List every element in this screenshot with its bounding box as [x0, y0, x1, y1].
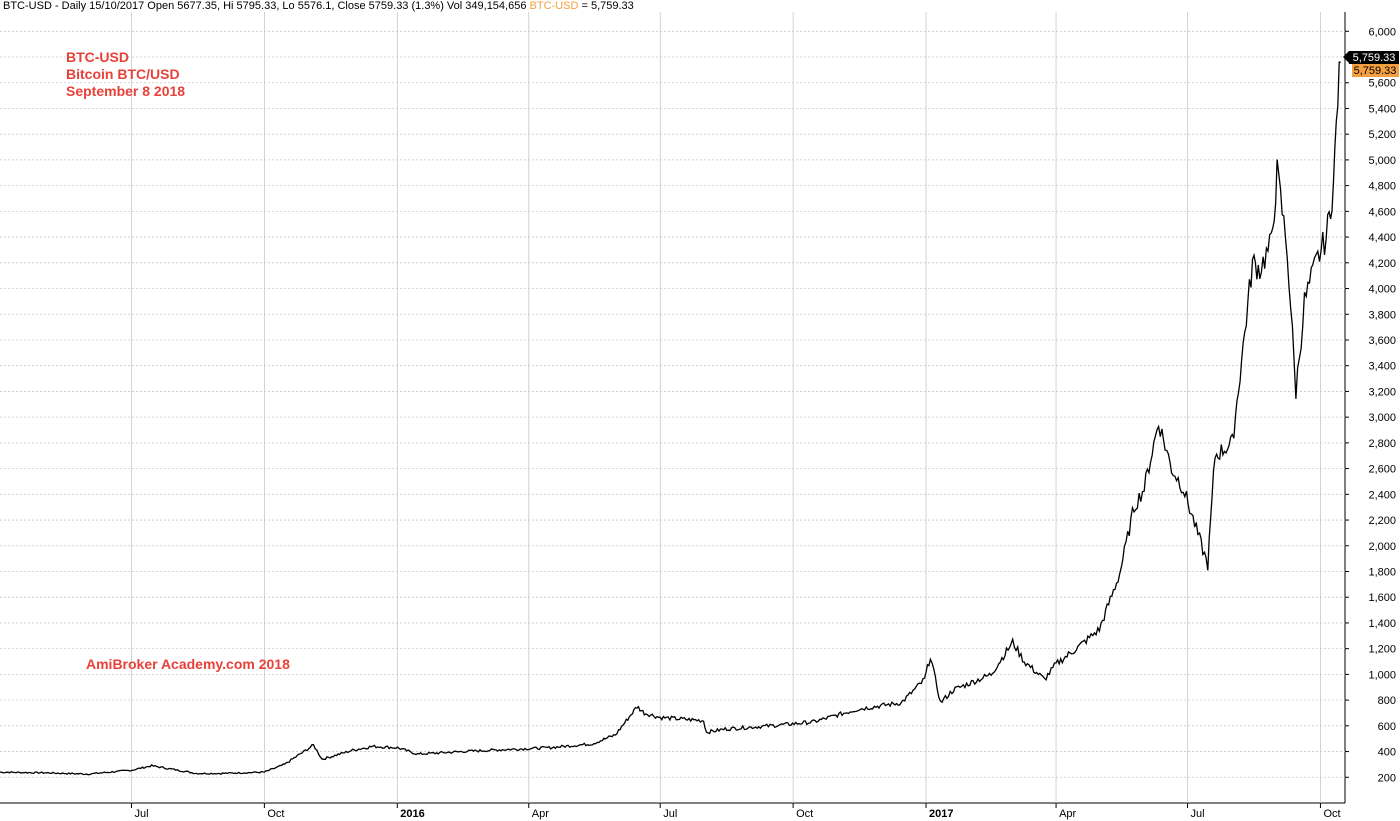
- y-tick-label: 5,400: [1368, 103, 1396, 115]
- y-tick-label: 4,600: [1368, 206, 1396, 218]
- x-axis-ticks: Jul Oct 2016 Apr Jul Oct 2017 Apr Jul Oct: [130, 803, 1341, 820]
- y-tick-label: 5,000: [1368, 155, 1396, 167]
- x-tick-label: Apr: [1059, 808, 1076, 820]
- x-tick-label: Oct: [1323, 808, 1340, 820]
- y-tick-label: 200: [1378, 772, 1396, 784]
- y-tick-label: 600: [1378, 721, 1396, 733]
- y-tick-label: 4,200: [1368, 258, 1396, 270]
- y-axis-ticks: 200 400 600 800 1,000 1,200 1,400 1,600 1,800 2,0…: [1345, 26, 1396, 784]
- x-tick-label: 2016: [400, 808, 424, 820]
- x-tick-label: Jul: [663, 808, 677, 820]
- x-tick-label: Jul: [134, 808, 148, 820]
- y-tick-label: 1,400: [1368, 618, 1396, 630]
- price-label-orange: 5,759.33: [1354, 65, 1397, 77]
- y-tick-label: 3,400: [1368, 361, 1396, 373]
- y-tick-label: 2,200: [1368, 515, 1396, 527]
- annotation-line-3: September 8 2018: [66, 83, 186, 99]
- y-tick-label: 5,200: [1368, 129, 1396, 141]
- y-tick-label: 1,600: [1368, 592, 1396, 604]
- y-tick-label: 2,600: [1368, 464, 1396, 476]
- annotation-line-2: Bitcoin BTC/USD: [66, 66, 180, 82]
- y-tick-label: 1,000: [1368, 669, 1396, 681]
- y-tick-label: 3,000: [1368, 412, 1396, 424]
- y-tick-label: 2,400: [1368, 489, 1396, 501]
- watermark: AmiBroker Academy.com 2018: [86, 656, 290, 672]
- y-tick-label: 400: [1378, 747, 1396, 759]
- y-tick-label: 3,800: [1368, 309, 1396, 321]
- x-tick-label: Apr: [532, 808, 549, 820]
- price-labels: 5,759.33 5,759.33: [1343, 51, 1399, 77]
- y-tick-label: 1,800: [1368, 566, 1396, 578]
- y-tick-label: 3,600: [1368, 335, 1396, 347]
- y-tick-label: 3,200: [1368, 386, 1396, 398]
- y-tick-label: 4,400: [1368, 232, 1396, 244]
- x-tick-label: Jul: [1191, 808, 1205, 820]
- y-tick-label: 2,000: [1368, 541, 1396, 553]
- x-tick-label: 2017: [929, 808, 953, 820]
- y-tick-label: 2,800: [1368, 438, 1396, 450]
- y-tick-label: 4,000: [1368, 284, 1396, 296]
- header-equals: = 5,759.33: [581, 0, 634, 12]
- price-label-black: 5,759.33: [1353, 52, 1396, 64]
- y-tick-label: 1,200: [1368, 644, 1396, 656]
- x-tick-label: Oct: [267, 808, 284, 820]
- header-ticker: BTC-USD: [529, 0, 579, 12]
- chart-header: BTC-USD - Daily 15/10/2017 Open 5677.35,…: [3, 0, 634, 12]
- y-tick-label: 800: [1378, 695, 1396, 707]
- y-tick-label: 6,000: [1368, 26, 1396, 38]
- y-tick-label: 4,800: [1368, 181, 1396, 193]
- grid: [0, 12, 1346, 804]
- header-prefix: BTC-USD - Daily 15/10/2017 Open 5677.35,…: [3, 0, 527, 12]
- price-label-black-pointer: [1343, 51, 1349, 63]
- x-tick-label: Oct: [796, 808, 813, 820]
- price-label-black-box: [1349, 51, 1399, 64]
- price-label-orange-box: [1352, 64, 1399, 77]
- y-tick-label: 5,600: [1368, 78, 1396, 90]
- price-line: [0, 61, 1341, 776]
- annotation-line-1: BTC-USD: [66, 49, 129, 65]
